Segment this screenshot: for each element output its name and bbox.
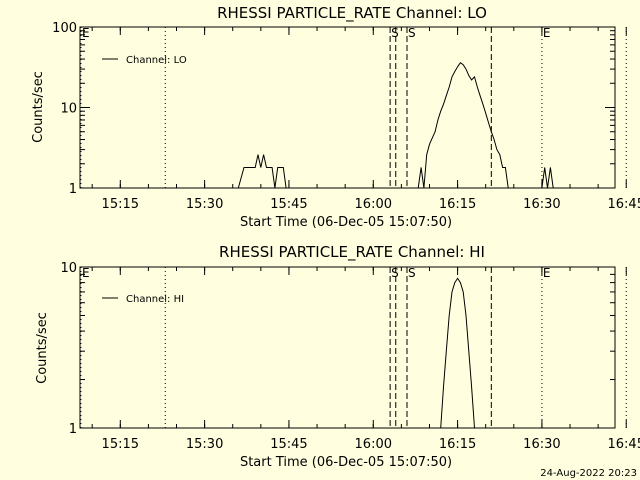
event-marker-label: S — [391, 26, 399, 40]
ytick-label: 1 — [69, 182, 77, 197]
event-marker-label: E — [82, 266, 90, 280]
event-marker-label: E — [82, 26, 90, 40]
panel-hi-title: RHESSI PARTICLE_RATE Channel: HI — [219, 243, 485, 262]
event-marker-label: S — [408, 26, 416, 40]
panel-lo-axes-frame — [79, 26, 616, 189]
event-marker-label: E — [543, 266, 551, 280]
ytick-label: 1 — [69, 422, 77, 437]
xtick-label: 15:30 — [186, 197, 223, 212]
panel-hi-series-line — [440, 277, 475, 429]
ytick-label: 10 — [60, 261, 77, 276]
event-marker-label: E — [543, 26, 551, 40]
panel-hi-legend-label: Channel: HI — [126, 294, 184, 305]
panel-lo-ylabel: Counts/sec — [31, 71, 46, 143]
xtick-label: 16:15 — [439, 437, 476, 452]
xtick-label: 15:30 — [186, 437, 223, 452]
xtick-label: 16:00 — [355, 437, 392, 452]
panel-hi: RHESSI PARTICLE_RATE Channel: HI Counts/… — [35, 243, 640, 470]
xtick-label: 16:15 — [439, 197, 476, 212]
xtick-label: 16:45 — [608, 437, 640, 452]
panel-hi-ylabel: Counts/sec — [35, 312, 50, 384]
xtick-label: 16:30 — [523, 437, 560, 452]
panel-hi-ticks: 15:15 15:30 15:45 16:00 16:15 16:30 16:45 1 10 — [60, 261, 640, 452]
xtick-label: 16:30 — [523, 197, 560, 212]
event-marker-label: S — [391, 266, 399, 280]
panel-lo: RHESSI PARTICLE_RATE Channel: LO Counts/… — [31, 4, 640, 230]
footer-timestamp: 24-Aug-2022 20:23 — [540, 468, 637, 479]
xtick-label: 15:45 — [270, 437, 307, 452]
ytick-label: 100 — [52, 21, 77, 36]
panel-hi-axes-frame — [79, 266, 616, 429]
panel-lo-title: RHESSI PARTICLE_RATE Channel: LO — [217, 4, 487, 23]
panel-lo-ticks: 15:15 15:30 15:45 16:00 16:15 16:30 16:45 1 10 10… — [52, 21, 640, 212]
event-marker-label: S — [408, 266, 416, 280]
xtick-label: 15:15 — [102, 437, 139, 452]
panel-lo-xlabel: Start Time (06-Dec-05 15:07:50) — [240, 215, 452, 230]
xtick-label: 15:15 — [102, 197, 139, 212]
panel-lo-series-line — [237, 61, 554, 189]
xtick-label: 16:00 — [355, 197, 392, 212]
panel-lo-legend-label: Channel: LO — [126, 55, 187, 66]
xtick-label: 15:45 — [270, 197, 307, 212]
panel-hi-xlabel: Start Time (06-Dec-05 15:07:50) — [240, 455, 452, 470]
ytick-label: 10 — [60, 102, 77, 117]
xtick-label: 16:45 — [608, 197, 640, 212]
